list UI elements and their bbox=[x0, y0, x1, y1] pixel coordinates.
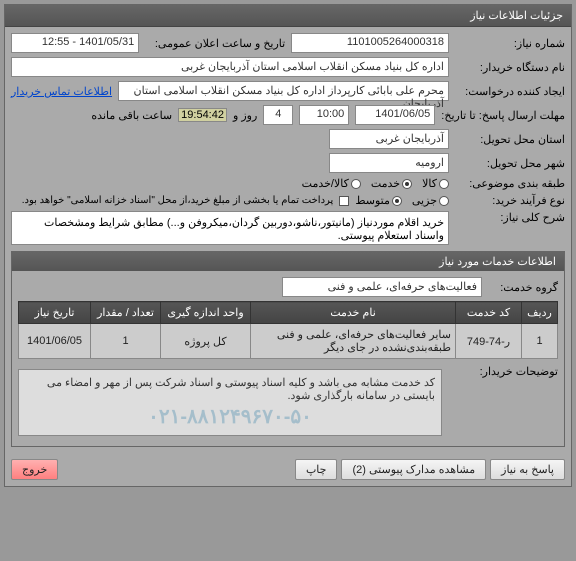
process-radios: جزیی متوسط bbox=[355, 194, 449, 207]
desc-textarea bbox=[11, 211, 449, 245]
panel-title: جزئیات اطلاعات نیاز bbox=[5, 5, 571, 27]
payment-note: پرداخت تمام یا بخشی از مبلغ خرید،از محل … bbox=[22, 195, 334, 206]
days-field: 4 bbox=[263, 105, 293, 125]
services-section: اطلاعات خدمات مورد نیاز گروه خدمت: فعالی… bbox=[11, 251, 565, 447]
buyer-field: اداره کل بنیاد مسکن انقلاب اسلامی استان … bbox=[11, 57, 449, 77]
province-label: استان محل تحویل: bbox=[455, 133, 565, 146]
contact-link[interactable]: اطلاعات تماس خریدار bbox=[11, 85, 112, 98]
process-label: نوع فرآیند خرید: bbox=[455, 194, 565, 207]
th-unit: واحد اندازه گیری bbox=[161, 302, 251, 324]
watermark: ۰۲۱-۸۸۱۲۴۹۶۷۰-۵۰ bbox=[25, 404, 435, 429]
print-button[interactable]: چاپ bbox=[295, 459, 338, 480]
reply-button[interactable]: پاسخ به نیاز bbox=[490, 459, 565, 480]
radio-jozi[interactable]: جزیی bbox=[412, 194, 449, 207]
city-field: ارومیه bbox=[329, 153, 449, 173]
creator-label: ایجاد کننده درخواست: bbox=[455, 85, 565, 98]
province-field: آذربایجان غربی bbox=[329, 129, 449, 149]
table-row[interactable]: 1 ر-74-749 سایر فعالیت‌های حرفه‌ای، علمی… bbox=[19, 324, 558, 359]
radio-kala-khadamat[interactable]: کالا/خدمت bbox=[302, 177, 361, 190]
creator-field: محرم علی بابائی کارپرداز اداره کل بنیاد … bbox=[118, 81, 449, 101]
announce-label: تاریخ و ساعت اعلان عمومی: bbox=[145, 37, 285, 50]
buyer-notes-text: کد خدمت مشابه می باشد و کلیه اسناد پیوست… bbox=[25, 376, 435, 402]
announce-field: 1401/05/31 - 12:55 bbox=[11, 33, 139, 53]
desc-label: شرح کلی نیاز: bbox=[455, 211, 565, 224]
city-label: شهر محل تحویل: bbox=[455, 157, 565, 170]
exit-button[interactable]: خروج bbox=[11, 459, 58, 480]
deadline-time: 10:00 bbox=[299, 105, 349, 125]
th-name: نام خدمت bbox=[251, 302, 456, 324]
remaining-label: ساعت باقی مانده bbox=[91, 109, 172, 122]
services-header: اطلاعات خدمات مورد نیاز bbox=[12, 252, 564, 271]
payment-checkbox[interactable] bbox=[339, 196, 349, 206]
days-label: روز و bbox=[233, 109, 257, 122]
radio-khadamat[interactable]: خدمت bbox=[371, 177, 412, 190]
radio-motevaset[interactable]: متوسط bbox=[355, 194, 402, 207]
th-date: تاریخ نیاز bbox=[19, 302, 91, 324]
th-code: کد خدمت bbox=[456, 302, 522, 324]
category-label: طبقه بندی موضوعی: bbox=[455, 177, 565, 190]
radio-kala[interactable]: کالا bbox=[422, 177, 449, 190]
attachments-button[interactable]: مشاهده مدارک پیوستی (2) bbox=[341, 459, 486, 480]
services-table: ردیف کد خدمت نام خدمت واحد اندازه گیری ت… bbox=[18, 301, 558, 359]
main-panel: جزئیات اطلاعات نیاز شماره نیاز: 11010052… bbox=[4, 4, 572, 487]
panel-body: شماره نیاز: 1101005264000318 تاریخ و ساع… bbox=[5, 27, 571, 453]
buyer-notes-label: توضیحات خریدار: bbox=[448, 365, 558, 378]
req-no-label: شماره نیاز: bbox=[455, 37, 565, 50]
group-label: گروه خدمت: bbox=[488, 281, 558, 294]
buyer-label: نام دستگاه خریدار: bbox=[455, 61, 565, 74]
category-radios: کالا خدمت کالا/خدمت bbox=[302, 177, 449, 190]
deadline-date: 1401/06/05 bbox=[355, 105, 435, 125]
th-qty: تعداد / مقدار bbox=[91, 302, 161, 324]
req-no-field: 1101005264000318 bbox=[291, 33, 449, 53]
button-bar: پاسخ به نیاز مشاهده مدارک پیوستی (2) چاپ… bbox=[5, 453, 571, 486]
deadline-label: مهلت ارسال پاسخ: تا تاریخ: bbox=[441, 109, 565, 122]
group-field: فعالیت‌های حرفه‌ای، علمی و فنی bbox=[282, 277, 482, 297]
th-row: ردیف bbox=[522, 302, 558, 324]
buyer-notes-box: کد خدمت مشابه می باشد و کلیه اسناد پیوست… bbox=[18, 369, 442, 436]
countdown: 19:54:42 bbox=[178, 108, 227, 122]
